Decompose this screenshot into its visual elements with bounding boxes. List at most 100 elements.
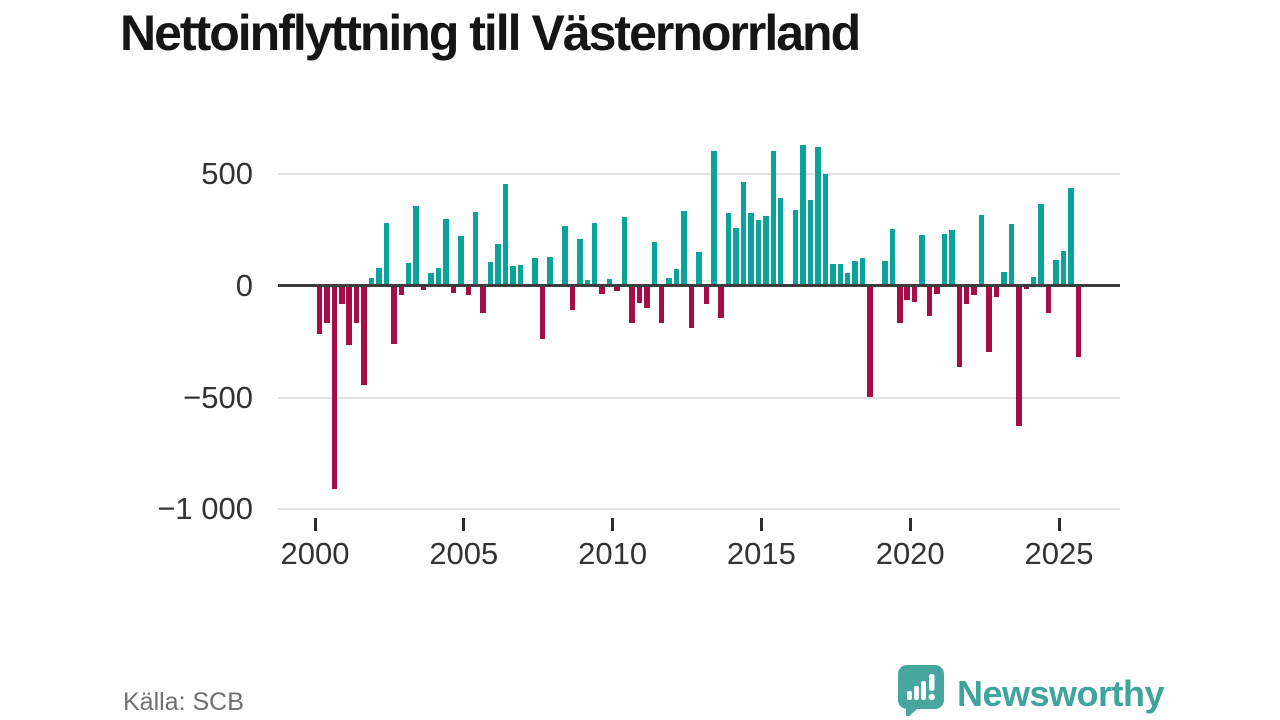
bar-2020-q1 bbox=[911, 285, 918, 303]
y-tick-label: 500 bbox=[201, 155, 253, 191]
bar-2024-q2 bbox=[1038, 204, 1044, 286]
bar-2014-q1 bbox=[733, 228, 739, 286]
x-tick-label: 2000 bbox=[280, 536, 350, 571]
x-tick-label: 2010 bbox=[578, 536, 648, 571]
y-tick-label: −500 bbox=[183, 379, 253, 415]
bar-2003-q3 bbox=[420, 285, 427, 290]
bar-2020-q3 bbox=[926, 285, 933, 316]
bar-2023-q1 bbox=[1001, 271, 1007, 286]
bar-2004-q2 bbox=[443, 218, 449, 286]
bar-2017-q4 bbox=[844, 272, 851, 286]
y-tick-label: 0 bbox=[235, 267, 253, 303]
x-tick-mark-2010 bbox=[611, 518, 615, 531]
plot-area bbox=[278, 140, 1120, 520]
bar-2024-q1 bbox=[1030, 276, 1037, 286]
zero-axis-line bbox=[278, 284, 1120, 288]
bar-2009-q1 bbox=[584, 279, 591, 286]
source-note: Källa: SCB bbox=[123, 688, 244, 716]
bar-2005-q1 bbox=[465, 285, 471, 296]
bar-2015-q2 bbox=[770, 150, 777, 286]
bar-2004-q3 bbox=[450, 285, 457, 294]
bar-2011-q4 bbox=[666, 277, 672, 286]
bar-2013-q3 bbox=[718, 285, 724, 318]
x-tick-mark-2015 bbox=[759, 518, 763, 531]
bar-2014-q2 bbox=[740, 181, 747, 286]
bar-2019-q1 bbox=[882, 260, 888, 286]
bar-2019-q3 bbox=[897, 285, 903, 323]
x-tick-mark-2000 bbox=[313, 518, 317, 531]
bar-2011-q3 bbox=[658, 285, 665, 323]
bar-2003-q4 bbox=[428, 272, 434, 286]
y-tick-label: −1 000 bbox=[157, 491, 253, 527]
bar-2025-q3 bbox=[1075, 285, 1082, 358]
bar-2020-q2 bbox=[919, 235, 925, 286]
x-tick-label: 2025 bbox=[1024, 536, 1094, 571]
bar-2004-q4 bbox=[458, 236, 464, 286]
bar-2022-q3 bbox=[986, 285, 992, 352]
bar-2014-q4 bbox=[755, 219, 762, 286]
brand-logo: Newsworthy bbox=[897, 664, 1165, 720]
bar-2013-q4 bbox=[725, 213, 732, 286]
bar-2021-q3 bbox=[956, 285, 963, 367]
bar-2006-q1 bbox=[495, 244, 501, 286]
bar-2017-q1 bbox=[822, 173, 829, 286]
bar-2011-q2 bbox=[651, 242, 657, 286]
bar-2018-q3 bbox=[867, 285, 873, 398]
bar-2003-q2 bbox=[413, 206, 419, 286]
bar-2010-q1 bbox=[614, 285, 620, 291]
bar-2009-q2 bbox=[591, 223, 598, 286]
bar-2003-q1 bbox=[405, 262, 412, 286]
bar-2008-q3 bbox=[569, 285, 576, 311]
bar-2017-q3 bbox=[837, 264, 843, 286]
bar-2006-q2 bbox=[502, 183, 509, 286]
x-tick-mark-2020 bbox=[908, 518, 912, 531]
bar-2022-q2 bbox=[978, 214, 985, 286]
bar-2022-q4 bbox=[993, 285, 1000, 297]
bar-2024-q4 bbox=[1053, 260, 1059, 286]
bar-2018-q2 bbox=[859, 258, 866, 286]
bar-2023-q4 bbox=[1023, 285, 1029, 290]
bar-2005-q2 bbox=[472, 212, 479, 286]
bar-2015-q1 bbox=[763, 216, 769, 286]
bar-2012-q4 bbox=[696, 251, 702, 286]
speech-bubble-bar-chart-icon bbox=[897, 664, 945, 720]
bar-2021-q1 bbox=[941, 233, 948, 286]
bar-2022-q1 bbox=[971, 285, 977, 296]
bar-2001-q3 bbox=[361, 285, 367, 386]
bar-2004-q1 bbox=[435, 268, 442, 286]
bar-2007-q4 bbox=[547, 257, 553, 286]
bar-2023-q2 bbox=[1008, 223, 1015, 286]
bar-2005-q3 bbox=[480, 285, 486, 313]
bar-2007-q2 bbox=[532, 257, 538, 286]
bar-2002-q2 bbox=[383, 223, 390, 286]
bar-2009-q3 bbox=[599, 285, 605, 295]
bar-2006-q4 bbox=[517, 265, 524, 286]
bar-2007-q3 bbox=[539, 285, 546, 340]
bar-2011-q1 bbox=[644, 285, 650, 309]
x-tick-label: 2005 bbox=[429, 536, 499, 571]
bar-2001-q2 bbox=[353, 285, 360, 324]
gridline-500 bbox=[278, 172, 1120, 175]
bar-2017-q2 bbox=[830, 264, 836, 286]
bar-2016-q2 bbox=[800, 145, 806, 286]
bar-2010-q3 bbox=[629, 285, 635, 323]
x-tick-mark-2025 bbox=[1057, 518, 1061, 531]
bar-2018-q1 bbox=[852, 261, 858, 286]
x-tick-label: 2020 bbox=[875, 536, 945, 571]
bar-2000-q4 bbox=[339, 285, 345, 305]
bar-2013-q1 bbox=[703, 285, 710, 304]
bar-2012-q1 bbox=[673, 268, 680, 286]
bar-2012-q3 bbox=[688, 285, 695, 329]
bar-2016-q4 bbox=[815, 146, 821, 286]
bar-2010-q4 bbox=[636, 285, 643, 304]
bar-2005-q4 bbox=[487, 261, 494, 286]
bar-2025-q2 bbox=[1068, 187, 1074, 286]
x-tick-label: 2015 bbox=[726, 536, 796, 571]
bar-2010-q2 bbox=[621, 217, 628, 286]
bar-2001-q4 bbox=[368, 278, 375, 286]
bar-2019-q4 bbox=[904, 285, 910, 300]
bar-2008-q4 bbox=[577, 238, 583, 286]
bar-2019-q2 bbox=[889, 229, 896, 286]
x-tick-mark-2005 bbox=[462, 518, 466, 531]
